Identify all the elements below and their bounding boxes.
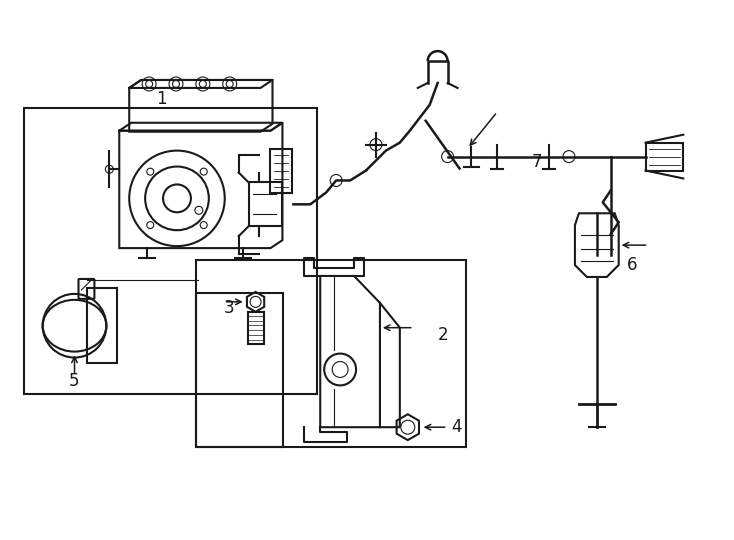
Text: 3: 3 [224,299,235,317]
Bar [196,260,467,447]
Bar [23,108,317,394]
Bar [271,148,292,193]
Bar [196,293,283,447]
Text: 1: 1 [156,90,167,108]
Bar [87,288,117,362]
Text: 5: 5 [68,373,79,390]
Text: 6: 6 [627,256,637,274]
Text: 7: 7 [532,152,542,171]
Bar [646,143,683,171]
Text: 2: 2 [437,326,448,343]
Text: 4: 4 [451,418,462,436]
